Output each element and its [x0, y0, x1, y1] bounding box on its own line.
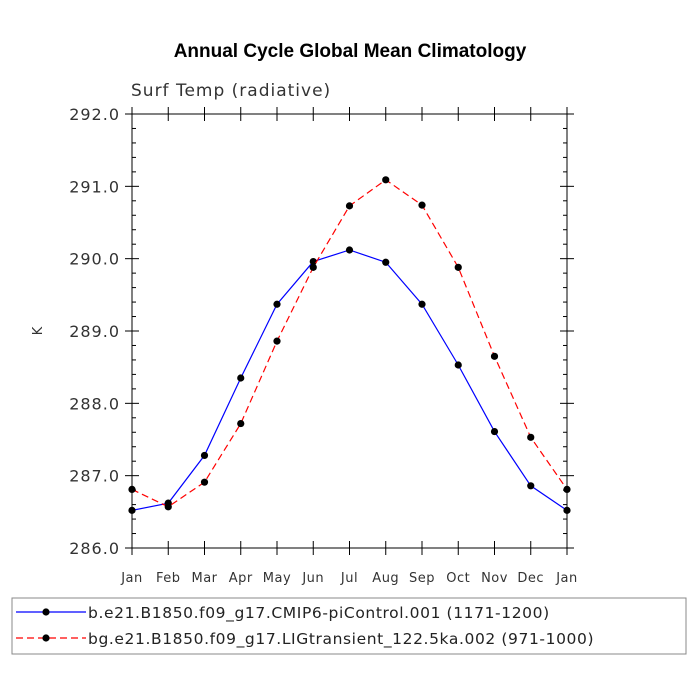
legend-label: bg.e21.B1850.f09_g17.LIGtransient_122.5k…: [88, 630, 594, 649]
x-tick-labels: Jan Feb Mar Apr May Jun Jul Aug Sep Oct Nov Dec Jan: [120, 571, 578, 586]
data-point: [454, 263, 462, 271]
legend-swatch-marker: [42, 608, 50, 616]
plot-frame: [131, 113, 568, 549]
x-tick-label: Sep: [409, 571, 435, 586]
x-tick-label: Feb: [156, 571, 181, 586]
y-tick-label: 286.0: [69, 539, 120, 558]
y-tick-label: 292.0: [69, 105, 120, 124]
y-tick-label: 291.0: [69, 177, 120, 196]
data-point: [382, 258, 390, 266]
chart-subtitle: Surf Temp (radiative): [131, 81, 331, 101]
legend-entry-1: b.e21.B1850.f09_g17.CMIP6-piControl.001 …: [16, 604, 550, 623]
data-point: [382, 176, 390, 184]
data-point: [345, 202, 354, 210]
data-point: [345, 246, 354, 254]
legend: [11, 597, 687, 655]
x-tick-label: Nov: [481, 571, 508, 586]
data-point: [273, 300, 281, 308]
ticks-layer: [125, 107, 574, 555]
y-tick-label: 289.0: [69, 322, 120, 341]
x-tick-label: Apr: [229, 571, 253, 586]
chart-title: Annual Cycle Global Mean Climatology: [174, 41, 527, 62]
legend-entry-2: bg.e21.B1850.f09_g17.LIGtransient_122.5k…: [16, 630, 594, 649]
data-point: [164, 503, 172, 511]
data-point: [490, 352, 499, 360]
data-point: [527, 433, 535, 441]
data-point: [454, 361, 462, 369]
series-2: [128, 176, 571, 511]
x-tick-label: Jul: [340, 571, 358, 586]
series-line: [131, 249, 568, 511]
data-point: [200, 478, 209, 486]
y-tick-label: 288.0: [69, 394, 120, 413]
x-tick-label: Dec: [517, 571, 544, 586]
data-point: [309, 263, 317, 271]
x-tick-label: Jan: [555, 571, 578, 586]
data-point: [237, 374, 245, 382]
data-point: [309, 257, 317, 266]
series-layer: [128, 176, 571, 514]
y-tick-label: 290.0: [69, 250, 120, 269]
x-tick-label: Aug: [372, 571, 399, 586]
data-point: [200, 451, 209, 460]
data-point: [128, 506, 136, 514]
x-tick-label: May: [263, 571, 291, 586]
y-axis-label: K: [31, 326, 46, 335]
legend-swatch-marker: [42, 634, 50, 642]
x-tick-label: Jan: [120, 571, 143, 586]
data-point: [418, 201, 426, 209]
x-tick-label: Oct: [446, 571, 470, 586]
series-1: [128, 246, 571, 514]
data-point: [128, 485, 136, 494]
data-point: [490, 427, 499, 436]
data-point: [563, 485, 571, 494]
data-point: [527, 482, 535, 490]
series-line: [131, 179, 568, 508]
legend-entries: b.e21.B1850.f09_g17.CMIP6-piControl.001 …: [16, 604, 594, 649]
y-tick-label: 287.0: [69, 467, 120, 486]
data-point: [563, 506, 571, 514]
data-point: [418, 300, 426, 308]
x-tick-label: Jun: [301, 571, 324, 586]
legend-label: b.e21.B1850.f09_g17.CMIP6-piControl.001 …: [88, 604, 550, 623]
data-point: [273, 337, 281, 345]
x-tick-label: Mar: [191, 571, 217, 586]
data-point: [237, 419, 245, 428]
y-tick-labels: 286.0 287.0 288.0 289.0 290.0 291.0 292.0: [69, 105, 120, 558]
